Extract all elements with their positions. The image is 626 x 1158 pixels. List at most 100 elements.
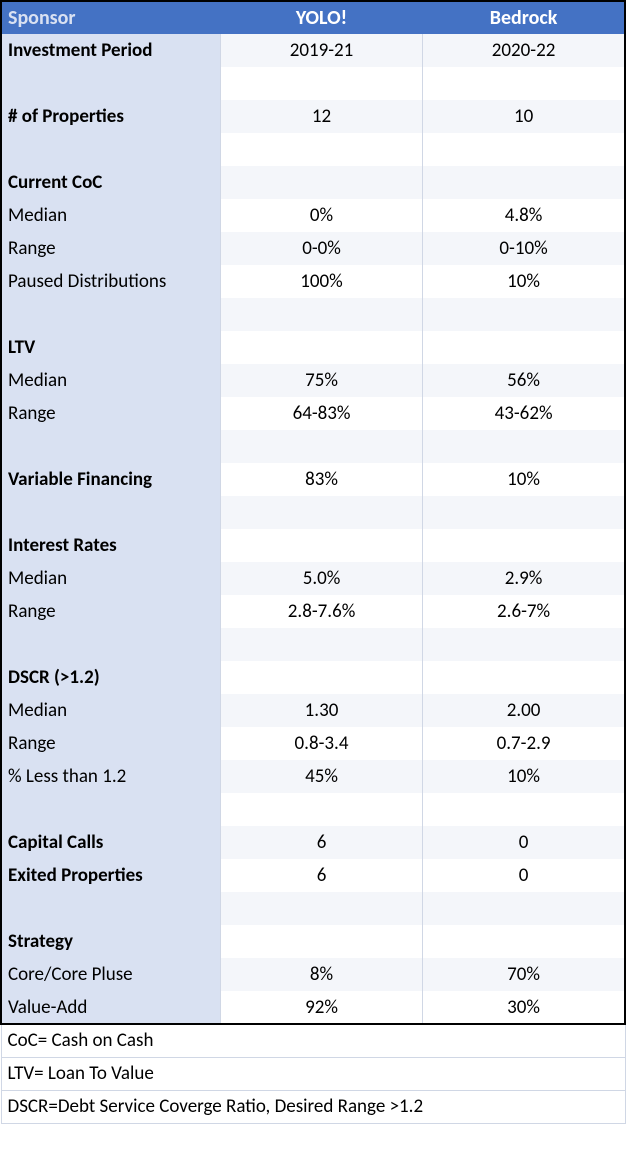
row-label — [1, 133, 220, 166]
table-row: Range2.8-7.6%2.6-7% — [1, 595, 625, 628]
cell-bedrock — [423, 925, 625, 958]
header-yolo: YOLO! — [220, 1, 422, 34]
footnote-row: DSCR=Debt Service Coverge Ratio, Desired… — [1, 1090, 625, 1123]
cell-yolo — [220, 166, 422, 199]
row-label: Range — [1, 397, 220, 430]
cell-yolo — [220, 133, 422, 166]
table-row: Median75%56% — [1, 364, 625, 397]
cell-bedrock — [423, 793, 625, 826]
cell-bedrock: 10% — [423, 760, 625, 793]
cell-yolo: 83% — [220, 463, 422, 496]
cell-yolo: 8% — [220, 958, 422, 991]
cell-bedrock — [423, 496, 625, 529]
cell-yolo — [220, 892, 422, 925]
table-row: # of Properties1210 — [1, 100, 625, 133]
table-row: Current CoC — [1, 166, 625, 199]
row-label — [1, 298, 220, 331]
row-label — [1, 628, 220, 661]
cell-yolo: 12 — [220, 100, 422, 133]
cell-bedrock: 0 — [423, 859, 625, 892]
table-row — [1, 298, 625, 331]
row-label: Median — [1, 364, 220, 397]
row-label — [1, 430, 220, 463]
cell-bedrock: 10% — [423, 463, 625, 496]
cell-yolo — [220, 67, 422, 100]
cell-bedrock — [423, 628, 625, 661]
row-label: LTV — [1, 331, 220, 364]
cell-bedrock — [423, 298, 625, 331]
table-row: Capital Calls60 — [1, 826, 625, 859]
cell-bedrock: 10% — [423, 265, 625, 298]
row-label — [1, 793, 220, 826]
row-label: Interest Rates — [1, 529, 220, 562]
cell-bedrock: 0.7-2.9 — [423, 727, 625, 760]
table-header-row: Sponsor YOLO! Bedrock — [1, 1, 625, 34]
table-row — [1, 892, 625, 925]
table-row: Range0-0%0-10% — [1, 232, 625, 265]
table-row: Range64-83%43-62% — [1, 397, 625, 430]
cell-bedrock: 30% — [423, 991, 625, 1024]
cell-yolo — [220, 793, 422, 826]
footnote-row: LTV= Loan To Value — [1, 1057, 625, 1090]
row-label: Capital Calls — [1, 826, 220, 859]
cell-yolo: 6 — [220, 859, 422, 892]
cell-bedrock: 2020-22 — [423, 34, 625, 67]
cell-bedrock: 70% — [423, 958, 625, 991]
cell-bedrock — [423, 430, 625, 463]
table-row: Value-Add92%30% — [1, 991, 625, 1024]
cell-bedrock — [423, 166, 625, 199]
table-row: DSCR (>1.2) — [1, 661, 625, 694]
table-row: Core/Core Pluse8%70% — [1, 958, 625, 991]
cell-bedrock: 0 — [423, 826, 625, 859]
row-label: % Less than 1.2 — [1, 760, 220, 793]
cell-yolo — [220, 331, 422, 364]
sponsor-comparison-table: Sponsor YOLO! Bedrock Investment Period2… — [0, 0, 626, 1124]
cell-yolo: 2019-21 — [220, 34, 422, 67]
row-label: Variable Financing — [1, 463, 220, 496]
row-label: Investment Period — [1, 34, 220, 67]
table-row: Variable Financing83%10% — [1, 463, 625, 496]
cell-bedrock: 2.9% — [423, 562, 625, 595]
cell-yolo — [220, 529, 422, 562]
cell-yolo: 45% — [220, 760, 422, 793]
cell-yolo: 92% — [220, 991, 422, 1024]
cell-yolo — [220, 496, 422, 529]
table-row — [1, 133, 625, 166]
cell-bedrock: 56% — [423, 364, 625, 397]
cell-yolo: 0.8-3.4 — [220, 727, 422, 760]
cell-bedrock: 43-62% — [423, 397, 625, 430]
row-label: Exited Properties — [1, 859, 220, 892]
table-row: Paused Distributions100%10% — [1, 265, 625, 298]
table-row: Median5.0%2.9% — [1, 562, 625, 595]
cell-yolo: 2.8-7.6% — [220, 595, 422, 628]
header-bedrock: Bedrock — [423, 1, 625, 34]
row-label — [1, 67, 220, 100]
cell-bedrock: 2.6-7% — [423, 595, 625, 628]
table-row — [1, 628, 625, 661]
cell-bedrock — [423, 67, 625, 100]
row-label — [1, 496, 220, 529]
table-row: Median0%4.8% — [1, 199, 625, 232]
cell-bedrock — [423, 133, 625, 166]
row-label: Strategy — [1, 925, 220, 958]
cell-yolo — [220, 298, 422, 331]
row-label: # of Properties — [1, 100, 220, 133]
table-row — [1, 67, 625, 100]
table-row — [1, 430, 625, 463]
cell-bedrock — [423, 661, 625, 694]
cell-bedrock — [423, 892, 625, 925]
cell-bedrock: 4.8% — [423, 199, 625, 232]
table-row: Interest Rates — [1, 529, 625, 562]
row-label: Median — [1, 199, 220, 232]
cell-yolo: 5.0% — [220, 562, 422, 595]
cell-bedrock — [423, 529, 625, 562]
cell-yolo: 0-0% — [220, 232, 422, 265]
cell-yolo: 1.30 — [220, 694, 422, 727]
table-row: Exited Properties60 — [1, 859, 625, 892]
cell-yolo: 100% — [220, 265, 422, 298]
table-row: % Less than 1.245%10% — [1, 760, 625, 793]
row-label — [1, 892, 220, 925]
row-label: Value-Add — [1, 991, 220, 1024]
row-label: Median — [1, 694, 220, 727]
cell-bedrock: 0-10% — [423, 232, 625, 265]
